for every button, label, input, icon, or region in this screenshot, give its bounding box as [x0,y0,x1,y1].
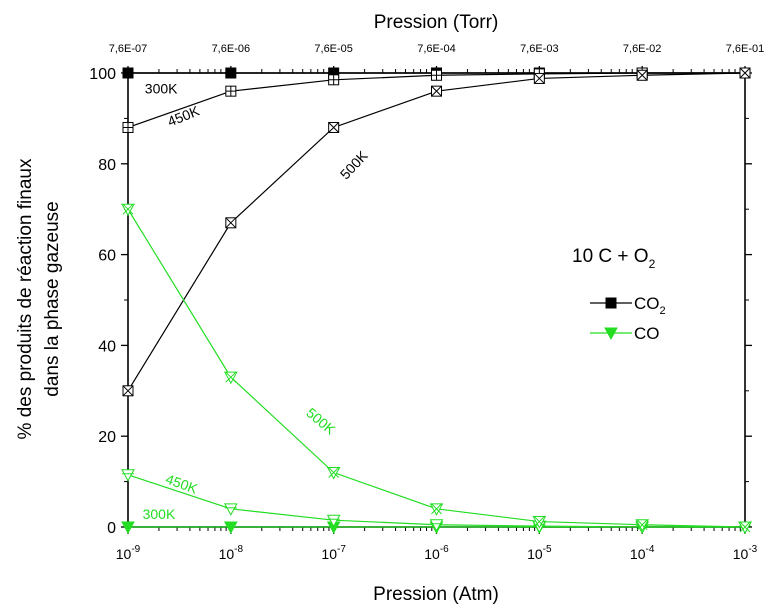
series-line [127,474,745,528]
data-point [223,521,238,535]
series-co-500k [121,203,752,535]
top-tick-label: 7,6E-04 [417,43,456,55]
data-point [225,67,237,79]
y-axis-title-line2: dans la phase gazeuse [42,201,63,396]
series-line [127,72,745,129]
data-point-cross [225,217,237,229]
series-line [127,72,746,392]
data-point-cross [328,467,340,478]
x-axis-title: Pression (Atm) [373,584,499,605]
data-point-cross [122,203,134,215]
y-tick-label: 0 [107,520,116,537]
y-tick-label: 60 [98,248,116,265]
data-point-cross [533,516,545,527]
data-point-cross [122,385,134,397]
legend-entry-co2: CO2 [590,294,666,317]
y-tick-label: 20 [98,429,116,446]
temperature-label: 500K [303,404,339,438]
top-tick-label: 7,6E-03 [520,43,559,55]
data-point-cross [431,503,442,515]
x-tick-label: 10-7 [321,544,346,562]
top-axis-title: Pression (Torr) [374,12,499,33]
legend-label: CO [634,324,660,343]
data-point-cross [431,85,442,97]
data-point-cross [739,521,751,533]
data-point-cross [225,371,237,383]
y-tick-label: 100 [89,66,116,83]
temperature-label: 500K [337,147,371,182]
x-tick-label: 10-5 [527,544,552,562]
data-point-cross [533,73,545,84]
y-tick-label: 40 [98,338,116,355]
y-axis-title-line1: % des produits de réaction finaux [15,158,36,439]
temperature-label: 300K [143,506,176,522]
series-co2-450k [122,67,751,133]
x-tick-label: 10-9 [116,544,141,562]
data-point [429,519,444,532]
x-tick-label: 10-4 [630,544,655,562]
data-point-cross [328,74,339,85]
top-tick-label: 7,6E-02 [623,43,662,55]
data-point [326,514,341,528]
y-tick-label: 80 [98,157,116,174]
series-co2-500k [122,67,751,397]
top-tick-label: 7,6E-06 [212,43,251,55]
data-point [604,327,618,341]
data-point [122,67,134,79]
data-point-cross [431,70,442,81]
data-point-cross [636,519,648,531]
data-point-cross [739,67,751,79]
top-tick-label: 7,6E-01 [726,43,765,55]
temperature-label: 450K [165,102,202,129]
x-tick-label: 10-8 [219,544,244,562]
series-co-450k [121,469,752,535]
data-point [605,297,617,309]
data-point-cross [636,69,648,81]
x-tick-label: 10-6 [424,544,449,562]
temperature-label: 300K [145,80,178,96]
data-point [121,469,135,482]
data-point-cross [225,86,236,97]
legend-label: CO2 [634,294,666,317]
x-tick-label: 10-3 [733,544,758,562]
top-tick-label: 7,6E-07 [109,43,148,55]
plot-area: 10-9 10-8 10-7 10-6 10-5 10-4 10-3 7,6E-07 7,6E-… [89,43,764,562]
legend-title: 10 C + O2 [572,246,656,271]
top-tick-label: 7,6E-05 [314,43,353,55]
data-point-cross [123,122,133,133]
legend-entry-co: CO [590,324,660,343]
data-point [223,503,238,516]
data-point-cross [328,122,340,133]
data-point [121,521,135,535]
